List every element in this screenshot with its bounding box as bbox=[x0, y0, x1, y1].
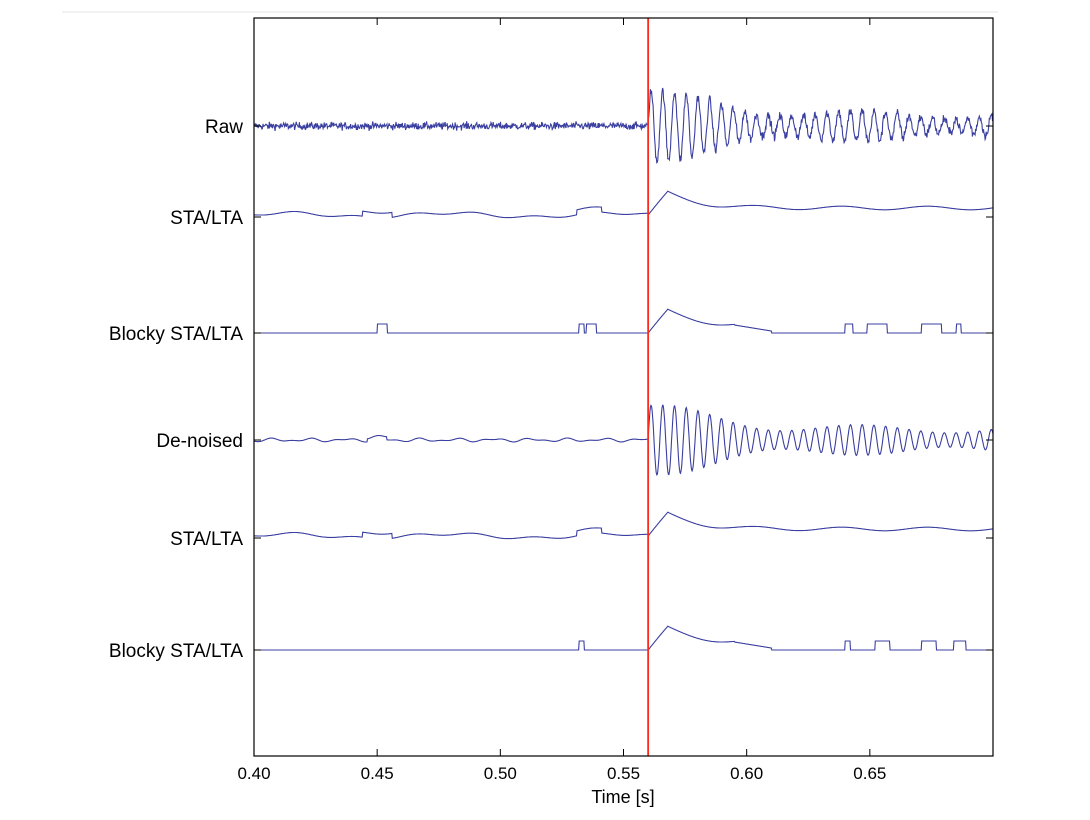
x-tick-label-3: 0.55 bbox=[607, 764, 640, 783]
trace-group bbox=[253, 87, 994, 651]
trace-line-2 bbox=[254, 190, 993, 219]
trace-labels: Raw STA/LTA Blocky STA/LTA De-noised STA/LTA… bbox=[109, 117, 243, 662]
y-tick-marks bbox=[254, 125, 993, 651]
x-tick-label-5: 0.65 bbox=[853, 764, 886, 783]
x-tick-label-0: 0.40 bbox=[237, 764, 270, 783]
trace-label-5: STA/LTA bbox=[170, 529, 243, 550]
trace-label-4: De-noised bbox=[156, 431, 243, 452]
trace-label-6: Blocky STA/LTA bbox=[109, 641, 243, 662]
x-axis-label: Time [s] bbox=[591, 787, 654, 807]
trace-line-5 bbox=[254, 511, 993, 540]
trace-line-6 bbox=[254, 625, 993, 651]
trace-label-1: Raw bbox=[205, 117, 243, 138]
trace-line-1 bbox=[253, 87, 994, 164]
trace-line-3 bbox=[254, 308, 993, 334]
x-tick-label-4: 0.60 bbox=[730, 764, 763, 783]
x-tick-label-2: 0.50 bbox=[484, 764, 517, 783]
trace-label-2: STA/LTA bbox=[170, 208, 243, 229]
x-axis-ticks: 0.40 0.45 0.50 0.55 0.60 0.65 bbox=[237, 18, 886, 783]
x-tick-label-1: 0.45 bbox=[361, 764, 394, 783]
trace-line-4 bbox=[253, 404, 994, 476]
trace-label-3: Blocky STA/LTA bbox=[109, 324, 243, 345]
